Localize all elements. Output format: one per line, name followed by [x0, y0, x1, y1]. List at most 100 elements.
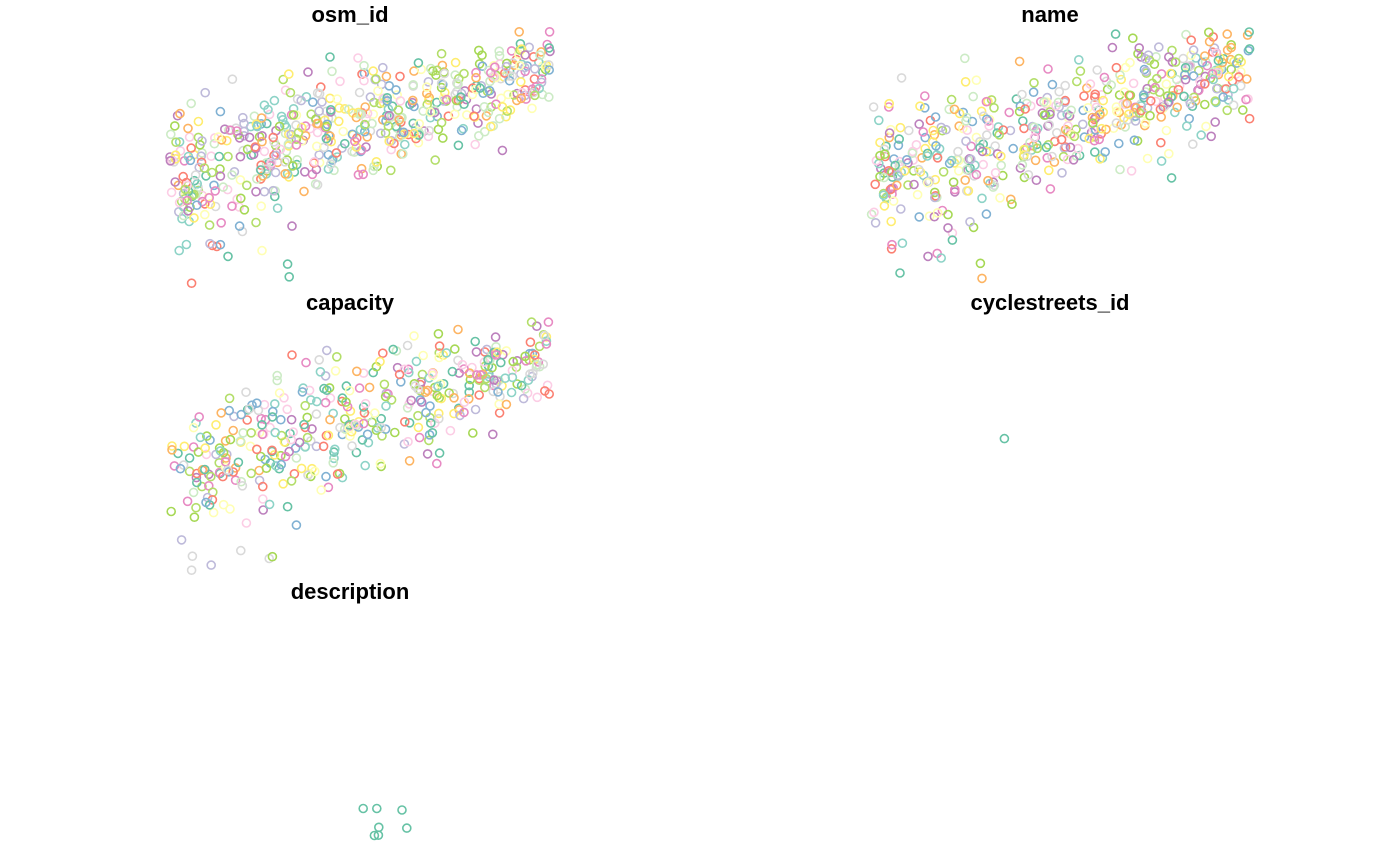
point [251, 398, 262, 409]
point [356, 109, 367, 119]
point [371, 157, 382, 167]
point [344, 385, 355, 396]
point [418, 350, 429, 361]
point [246, 427, 256, 438]
point [1151, 96, 1161, 107]
point [1200, 79, 1210, 89]
point [214, 457, 224, 468]
point [358, 368, 369, 378]
point [189, 512, 200, 523]
point [1166, 68, 1176, 79]
point [912, 189, 923, 200]
point [1134, 43, 1144, 53]
point [204, 193, 214, 203]
point [275, 144, 286, 155]
point [287, 221, 297, 231]
point [1043, 140, 1054, 150]
point [186, 98, 196, 109]
point [971, 75, 982, 85]
point [919, 91, 930, 101]
point [453, 324, 463, 335]
point [903, 125, 914, 136]
point [1045, 184, 1056, 194]
point [995, 193, 1005, 203]
point [224, 393, 235, 404]
point [382, 93, 393, 103]
panel-osm_id: osm_id [165, 2, 555, 289]
point [1053, 97, 1064, 108]
point [307, 424, 317, 434]
point [524, 42, 535, 53]
point [922, 151, 933, 161]
point [1114, 138, 1124, 149]
point [236, 545, 246, 556]
point [1133, 48, 1143, 59]
point [977, 146, 988, 157]
point [402, 340, 413, 351]
point [425, 107, 436, 117]
point [544, 389, 555, 399]
point [544, 65, 555, 75]
point [1185, 60, 1196, 71]
point [1164, 52, 1174, 62]
point [1074, 54, 1084, 65]
points-capacity [166, 317, 555, 576]
point [422, 449, 433, 459]
point [1110, 29, 1121, 39]
point [408, 118, 419, 129]
point [359, 126, 370, 137]
point [184, 132, 195, 142]
point [407, 95, 418, 106]
point [268, 132, 279, 143]
point [914, 119, 925, 129]
point [1210, 96, 1220, 106]
point [892, 170, 903, 180]
point [494, 408, 505, 418]
point [347, 441, 357, 451]
point [360, 102, 371, 112]
point [269, 95, 280, 106]
point [401, 823, 412, 833]
point [408, 80, 419, 90]
point [236, 476, 246, 487]
point [234, 221, 245, 231]
point [1200, 99, 1210, 110]
point [911, 140, 922, 150]
point [449, 392, 459, 403]
point [425, 418, 436, 428]
point [369, 161, 379, 172]
point [362, 429, 373, 440]
point [1244, 44, 1255, 54]
point [897, 238, 908, 248]
point [1173, 84, 1184, 95]
point [325, 414, 335, 425]
point [323, 430, 334, 441]
point [1039, 110, 1050, 120]
point [188, 442, 199, 452]
point [532, 392, 543, 403]
point [421, 88, 432, 99]
point [977, 193, 987, 204]
point [433, 408, 444, 419]
point [166, 187, 177, 198]
point [286, 434, 297, 445]
point [301, 357, 311, 368]
point [1100, 147, 1110, 157]
point [373, 830, 384, 841]
point [200, 464, 210, 475]
point [189, 213, 199, 223]
point [474, 59, 485, 69]
point [441, 348, 452, 358]
point [357, 435, 368, 445]
point [409, 331, 419, 341]
point [403, 436, 413, 447]
point [192, 477, 202, 488]
point [1238, 105, 1248, 115]
point [536, 77, 547, 88]
points-name [866, 27, 1255, 284]
point [306, 109, 317, 119]
point [1156, 69, 1167, 79]
point [215, 106, 226, 117]
point [986, 95, 997, 105]
point [459, 407, 469, 418]
